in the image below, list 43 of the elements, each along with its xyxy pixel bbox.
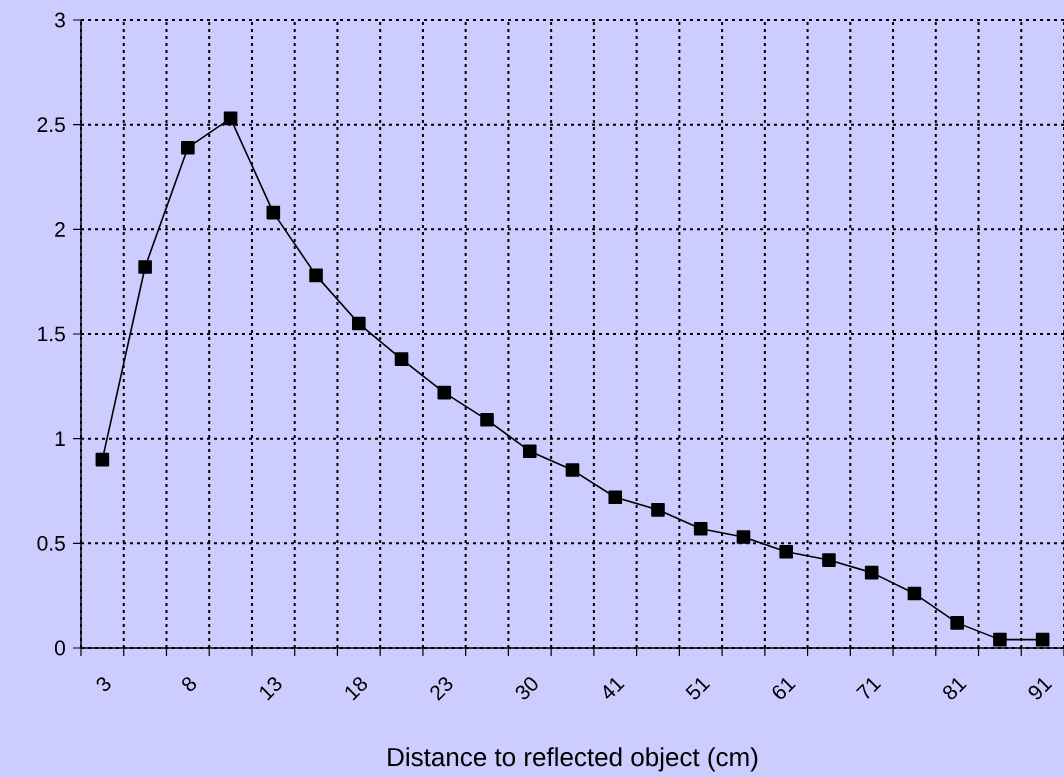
point xyxy=(993,632,1007,647)
point xyxy=(437,385,452,400)
y-tick-label: 0 xyxy=(54,640,65,656)
x-tick-label: 23 xyxy=(430,677,453,701)
x-tick-label: 30 xyxy=(515,677,538,700)
point xyxy=(608,490,623,505)
point xyxy=(352,316,366,331)
point xyxy=(950,616,964,630)
y-tick-label: 2.5 xyxy=(37,117,65,133)
point xyxy=(266,205,281,220)
point xyxy=(822,553,836,567)
x-tick-label: 8 xyxy=(182,677,197,692)
point xyxy=(779,544,793,559)
x-tick-label: 13 xyxy=(260,677,282,701)
point xyxy=(565,463,580,477)
point xyxy=(907,586,922,601)
y-tick-label: 1 xyxy=(55,431,65,446)
point xyxy=(394,352,409,366)
point xyxy=(95,452,110,467)
y-tick-label: 3 xyxy=(54,12,65,28)
point xyxy=(480,413,494,427)
point xyxy=(223,111,238,126)
point xyxy=(522,444,537,459)
x-axis-title: Distance to reflected object (cm) xyxy=(388,747,758,772)
point xyxy=(736,530,751,544)
point xyxy=(693,521,708,536)
point xyxy=(138,260,152,274)
x-tick-label: 18 xyxy=(345,677,367,701)
x-tick-label: 81 xyxy=(943,678,967,700)
point xyxy=(651,503,665,517)
x-tick-label: 71 xyxy=(855,677,882,699)
x-tick-label: 91 xyxy=(1028,678,1053,700)
point xyxy=(864,565,879,580)
x-tick-label: 3 xyxy=(96,677,111,692)
point xyxy=(181,140,195,155)
y-tick-label: 1.5 xyxy=(38,326,65,342)
x-tick-label: 61 xyxy=(772,678,796,699)
point xyxy=(309,268,323,283)
y-tick-label: 2 xyxy=(55,222,65,237)
y-tick-label: 0.5 xyxy=(37,535,65,551)
x-tick-label: 51 xyxy=(685,677,711,700)
x-tick-label: 41 xyxy=(603,677,625,699)
point xyxy=(1035,632,1050,647)
